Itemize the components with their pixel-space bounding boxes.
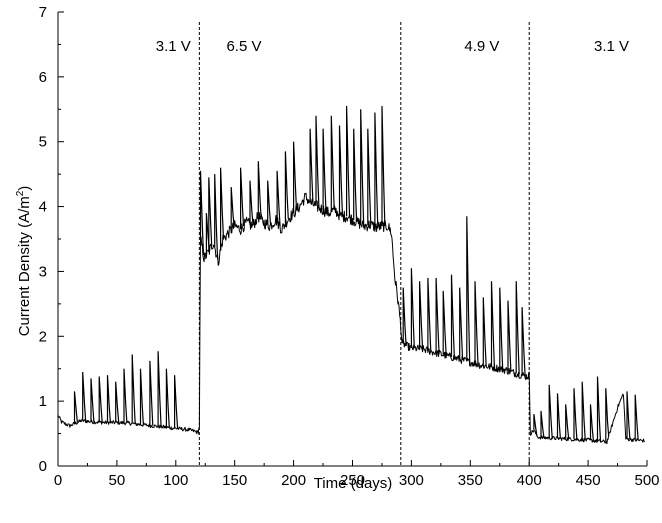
phase-voltage-label: 3.1 V bbox=[594, 38, 629, 55]
spike bbox=[381, 105, 386, 227]
y-axis-title-base: Current Density (A/m bbox=[16, 196, 33, 336]
spike bbox=[442, 290, 447, 356]
spike bbox=[208, 177, 213, 252]
axes: 0 1 2 3 4 5 6 7 0 50 100 150 200 250 300 350 400 450 500 bbox=[39, 4, 660, 489]
x-tick-label: 150 bbox=[222, 472, 247, 489]
spike bbox=[466, 216, 471, 363]
spike bbox=[338, 125, 344, 217]
spike bbox=[309, 128, 314, 205]
spike bbox=[605, 388, 610, 442]
spike bbox=[367, 128, 372, 226]
spike bbox=[556, 393, 561, 439]
current-density-trace bbox=[57, 192, 645, 445]
phase-voltage-label: 6.5 V bbox=[226, 38, 261, 55]
y-tick-label: 4 bbox=[39, 199, 47, 216]
spike bbox=[589, 404, 594, 441]
y-tick-label: 6 bbox=[39, 69, 47, 86]
x-tick-label: 400 bbox=[517, 472, 542, 489]
spike bbox=[131, 354, 136, 424]
spike bbox=[515, 281, 520, 375]
y-tick-label: 0 bbox=[39, 458, 47, 475]
y-tick-label: 5 bbox=[39, 134, 47, 151]
x-axis-title: Time (days) bbox=[314, 475, 393, 492]
spike bbox=[634, 394, 639, 441]
spike bbox=[346, 105, 351, 218]
spike bbox=[73, 391, 78, 424]
spike bbox=[410, 268, 415, 349]
spike bbox=[90, 378, 95, 422]
spike bbox=[548, 384, 553, 439]
x-tick-label: 50 bbox=[109, 472, 126, 489]
spike bbox=[474, 281, 479, 365]
spike bbox=[435, 277, 440, 354]
spike bbox=[115, 381, 120, 423]
spike bbox=[490, 281, 495, 368]
spike bbox=[322, 128, 327, 212]
spike bbox=[157, 351, 162, 427]
x-tick-label: 0 bbox=[54, 472, 62, 489]
y-axis-title-close: ) bbox=[16, 186, 33, 191]
phase-voltage-label: 3.1 V bbox=[156, 38, 191, 55]
phase-boundaries bbox=[198, 22, 530, 466]
spike bbox=[450, 274, 455, 358]
y-tick-label: 2 bbox=[39, 328, 47, 345]
x-tick-label: 350 bbox=[458, 472, 483, 489]
spike bbox=[123, 368, 128, 424]
spike bbox=[315, 115, 320, 208]
x-tick-label: 500 bbox=[634, 472, 659, 489]
spike bbox=[293, 141, 298, 214]
spike bbox=[214, 174, 219, 260]
phase-voltage-label: 4.9 V bbox=[464, 38, 499, 55]
spike bbox=[540, 410, 545, 438]
spike bbox=[626, 391, 631, 440]
spike bbox=[199, 170, 205, 256]
spike bbox=[149, 360, 154, 426]
y-axis-title-sup: 2 bbox=[15, 190, 26, 196]
y-axis-title: Current Density (A/m2) bbox=[15, 186, 33, 337]
spike bbox=[482, 297, 487, 367]
spike bbox=[276, 170, 281, 227]
spike bbox=[596, 376, 602, 442]
spike bbox=[573, 388, 578, 440]
spike bbox=[459, 287, 464, 361]
x-tick-label: 100 bbox=[163, 472, 188, 489]
spike bbox=[360, 109, 365, 226]
spike bbox=[507, 300, 512, 372]
spike bbox=[353, 128, 358, 222]
spike bbox=[257, 161, 262, 220]
spike bbox=[419, 281, 424, 350]
phase-labels: 3.1 V 6.5 V 4.9 V 3.1 V bbox=[156, 38, 629, 55]
x-tick-label: 300 bbox=[399, 472, 424, 489]
plot-area bbox=[57, 105, 645, 445]
spike bbox=[521, 307, 526, 377]
spike bbox=[106, 375, 111, 423]
spike bbox=[284, 151, 289, 224]
spike bbox=[240, 167, 245, 230]
spike bbox=[533, 414, 538, 436]
y-tick-label: 1 bbox=[39, 393, 47, 410]
spike bbox=[330, 115, 335, 212]
spike bbox=[165, 368, 170, 428]
y-tick-label: 3 bbox=[39, 263, 47, 280]
spike bbox=[230, 187, 235, 230]
spike bbox=[249, 180, 254, 226]
spike bbox=[220, 167, 225, 251]
spike bbox=[565, 404, 570, 440]
spike bbox=[98, 376, 103, 423]
spike bbox=[174, 375, 179, 429]
spike bbox=[267, 180, 272, 226]
spike bbox=[427, 277, 432, 352]
spike bbox=[82, 371, 87, 422]
spike bbox=[374, 112, 379, 227]
spike bbox=[139, 368, 144, 425]
x-tick-label: 250 bbox=[340, 472, 365, 489]
spike bbox=[499, 287, 504, 370]
spike bbox=[402, 287, 407, 346]
x-tick-label: 450 bbox=[576, 472, 601, 489]
x-tick-label: 200 bbox=[281, 472, 306, 489]
y-tick-label: 7 bbox=[39, 4, 47, 21]
spike bbox=[581, 381, 586, 440]
